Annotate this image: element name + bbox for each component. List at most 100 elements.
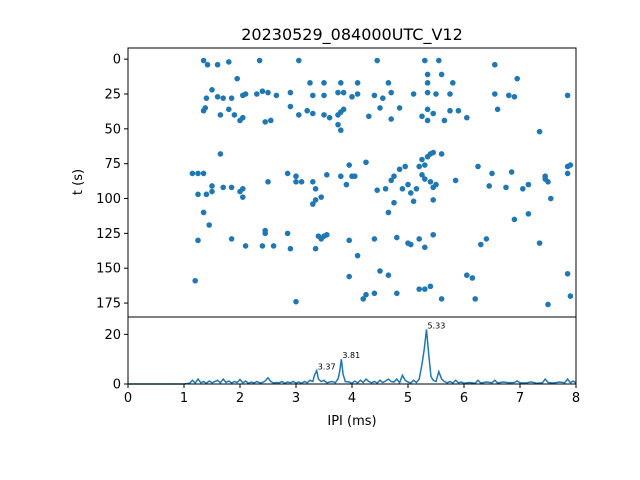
scatter-point [385,80,392,86]
scatter-point [492,91,498,97]
ipi-x-tick-label: 3 [292,391,300,406]
ipi-series-line [128,329,577,385]
scatter-point [265,179,271,185]
scatter-point [410,198,417,205]
scatter-point [195,237,201,244]
scatter-point [343,181,350,188]
scatter-point [287,103,294,110]
scatter-point [346,273,353,280]
scatter-y-tick-label: 175 [96,297,121,312]
scatter-y-tick-label: 100 [96,192,121,207]
scatter-point [270,243,277,249]
scatter-point [228,184,235,191]
scatter-point [525,181,532,188]
scatter-point [422,162,428,168]
scatter-point [321,80,327,86]
scatter-point [298,179,305,185]
scatter-point [542,173,548,180]
scatter-point [483,236,490,242]
scatter-point [273,92,280,99]
scatter-point [536,240,543,246]
ipi-x-axis-label: IPI (ms) [327,414,376,429]
scatter-point [450,80,456,86]
scatter-y-tick-label: 125 [96,227,121,242]
scatter-point [240,92,246,99]
scatter-point [346,162,353,168]
scatter-point [486,183,493,189]
scatter-point [195,191,201,198]
scatter-point [391,199,397,206]
scatter-point [296,112,302,118]
scatter-point [430,149,437,156]
scatter-point [200,57,207,64]
scatter-point [419,156,425,163]
ipi-y-tick-label: 20 [104,328,121,343]
scatter-point [430,197,437,203]
scatter-point [240,194,246,200]
scatter-point [545,179,551,185]
scatter-point [424,71,431,78]
scatter-point [416,236,423,242]
scatter-point [209,183,215,189]
scatter-point [312,245,319,252]
scatter-point [545,301,551,308]
scatter-point [234,75,240,82]
scatter-point [346,237,353,244]
scatter-point [312,185,319,192]
scatter-point [564,170,571,177]
scatter-point [354,80,361,86]
scatter-point [265,89,271,96]
scatter-point [419,113,425,120]
scatter-point [231,112,238,118]
scatter-point [441,117,448,124]
scatter-point [310,110,316,117]
scatter-point [388,89,395,96]
scatter-point [324,172,330,178]
scatter-point [240,114,246,121]
scatter-point [195,170,201,177]
ipi-y-tick-label: 0 [113,378,121,393]
scatter-point [377,268,383,274]
scatter-point [494,106,501,113]
scatter-point [352,173,358,180]
scatter-point [349,93,355,100]
scatter-point [338,173,344,180]
ipi-x-tick-label: 2 [236,391,244,406]
scatter-y-tick-label: 25 [104,87,121,102]
scatter-point [405,181,411,188]
scatter-y-axis-label: t (s) [71,169,86,195]
scatter-point [419,172,425,178]
scatter-point [209,87,215,93]
scatter-points [189,57,574,308]
scatter-point [360,296,367,302]
scatter-point [262,230,269,237]
scatter-point [307,80,313,86]
scatter-point [438,296,445,302]
scatter-y-ticks: 0 25 50 75 100 125 150 175 [96,53,128,312]
scatter-point [514,75,520,82]
scatter-point [228,95,235,101]
scatter-point [427,179,434,185]
ipi-x-ticks: 0 1 2 3 4 5 6 7 8 [124,384,580,406]
scatter-point [438,71,445,78]
scatter-point [354,252,361,259]
scatter-point [287,245,294,252]
scatter-panel: 0 25 50 75 100 125 150 175 t (s) [71,47,577,318]
scatter-point [503,184,509,191]
scatter-point [371,290,378,297]
scatter-point [338,80,344,86]
scatter-point [436,57,442,64]
scatter-point [489,170,495,177]
chart-title: 20230529_084000UTC_V12 [241,25,463,45]
scatter-point [203,191,210,198]
scatter-point [214,93,221,100]
scatter-point [206,222,212,228]
scatter-point [385,209,392,216]
scatter-point [318,194,325,200]
scatter-point [217,151,224,157]
scatter-point [525,211,532,217]
scatter-point [385,272,392,278]
scatter-point [422,286,428,292]
scatter-point [422,176,428,182]
